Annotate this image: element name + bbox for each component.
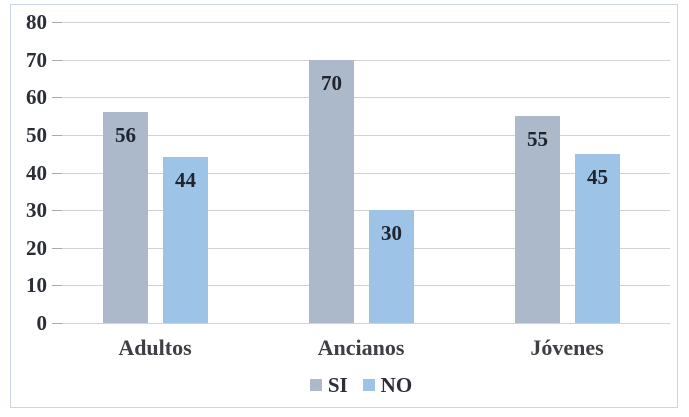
bar-value-label: 55 [527, 127, 548, 151]
legend-label: NO [380, 372, 413, 397]
bar-no-ancianos: 30 [369, 210, 414, 323]
y-tick-label: 80 [26, 10, 47, 34]
gridline-60 [52, 97, 670, 98]
y-tick-mark [52, 60, 62, 61]
chart-frame: 0 10 20 30 40 50 60 70 80 56 44 70 30 55 45 Adultos Anc… [10, 4, 678, 408]
gridline-80 [52, 22, 670, 23]
y-tick-mark [52, 248, 62, 249]
bar-si-adultos: 56 [103, 112, 148, 323]
legend-label: SI [327, 372, 348, 397]
bar-si-ancianos: 70 [309, 60, 354, 323]
bar-value-label: 56 [115, 123, 136, 147]
y-tick-label: 30 [26, 198, 47, 222]
gridline-70 [52, 60, 670, 61]
gridline-30 [52, 210, 670, 211]
bar-value-label: 70 [321, 71, 342, 95]
legend-swatch-si [309, 379, 322, 391]
gridline-0 [52, 323, 670, 324]
y-tick-mark [52, 323, 62, 324]
category-label-ancianos: Ancianos [317, 335, 405, 360]
bar-value-label: 45 [587, 165, 608, 189]
y-tick-mark [52, 285, 62, 286]
y-tick-label: 20 [26, 236, 47, 260]
bar-no-adultos: 44 [163, 157, 208, 323]
y-tick-label: 40 [26, 161, 47, 185]
bar-si-jóvenes: 55 [515, 116, 560, 323]
gridline-50 [52, 135, 670, 136]
y-tick-mark [52, 210, 62, 211]
category-label-adultos: Adultos [118, 335, 192, 360]
y-tick-mark [52, 173, 62, 174]
bar-value-label: 44 [175, 168, 196, 192]
gridline-10 [52, 285, 670, 286]
category-label-jóvenes: Jóvenes [530, 335, 604, 360]
legend-item-no: NO [362, 372, 413, 397]
y-tick-mark [52, 22, 62, 23]
legend: SI NO [52, 372, 670, 398]
legend-item-si: SI [309, 372, 348, 397]
y-tick-label: 70 [26, 48, 47, 72]
y-tick-mark [52, 135, 62, 136]
y-tick-mark [52, 97, 62, 98]
y-tick-label: 0 [36, 311, 48, 335]
gridline-40 [52, 173, 670, 174]
bar-no-jóvenes: 45 [575, 154, 620, 323]
y-tick-label: 50 [26, 123, 47, 147]
gridline-20 [52, 248, 670, 249]
legend-swatch-no [362, 379, 375, 391]
y-tick-label: 60 [26, 85, 47, 109]
y-tick-label: 10 [26, 273, 47, 297]
bar-value-label: 30 [381, 221, 402, 245]
